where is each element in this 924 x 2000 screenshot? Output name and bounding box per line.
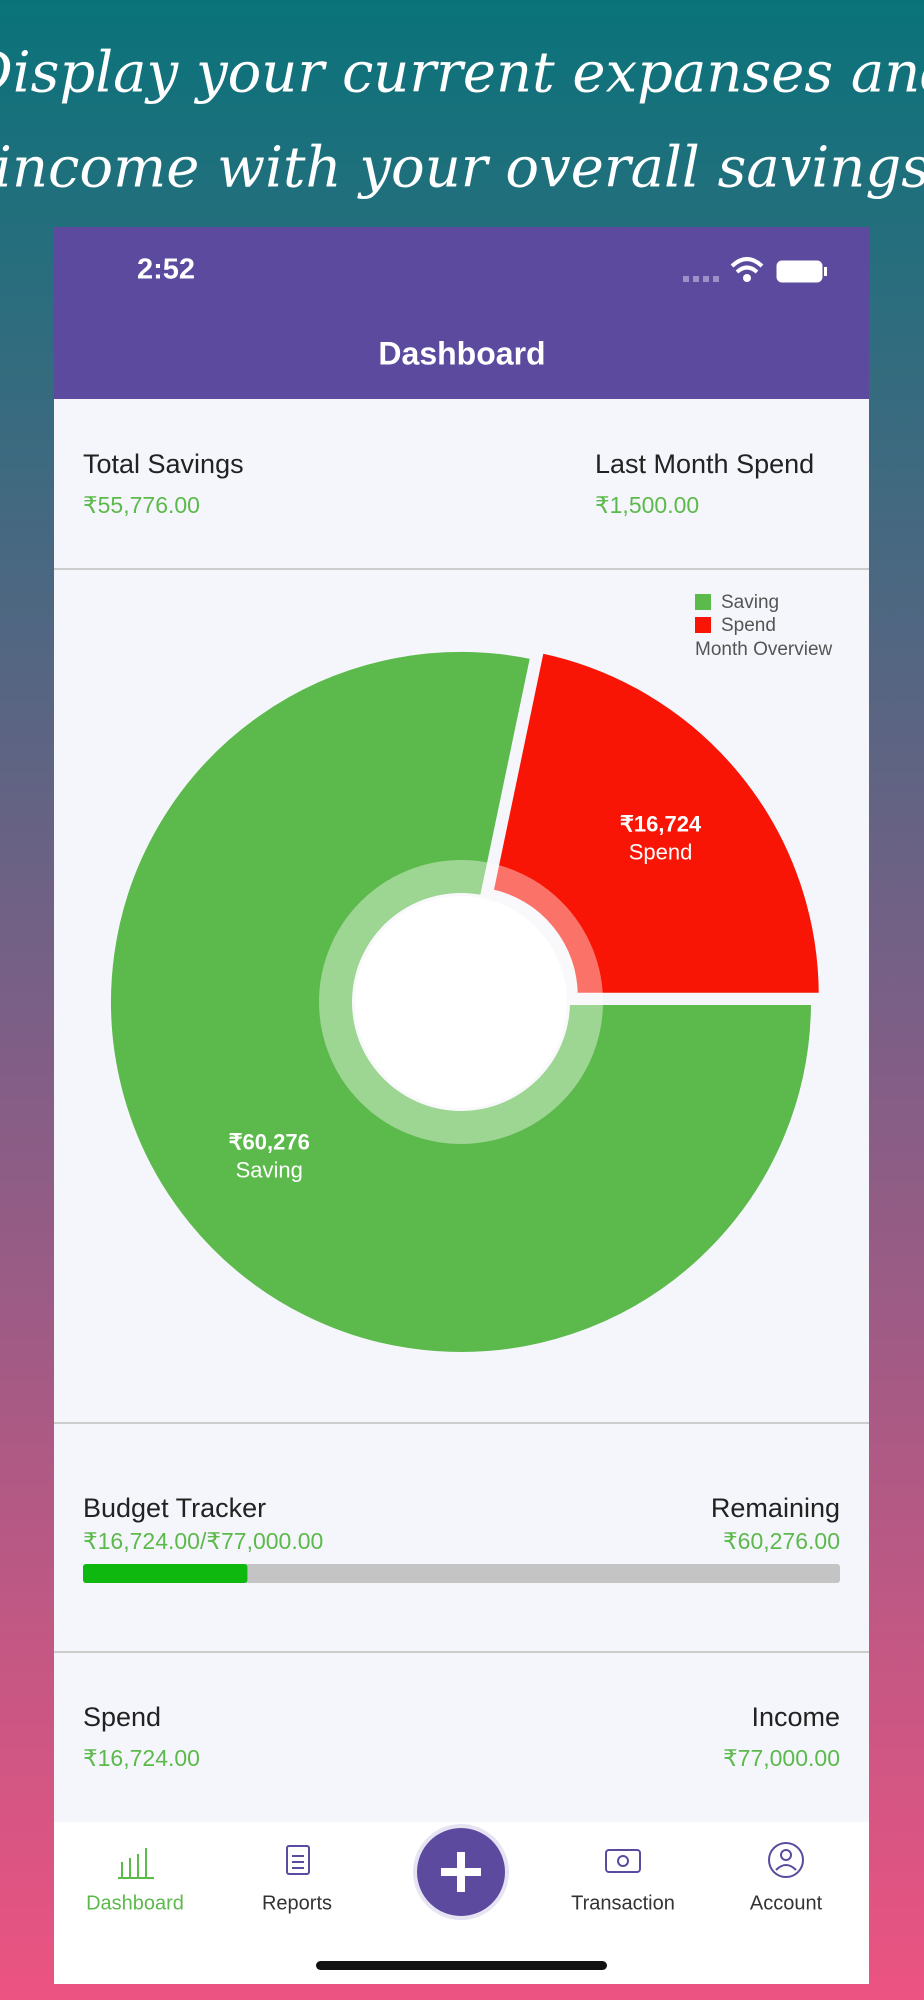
separator: / bbox=[200, 1528, 207, 1554]
tab-label: Transaction bbox=[571, 1892, 675, 1914]
pie-hole bbox=[355, 896, 567, 1108]
tab-label: Dashboard bbox=[86, 1892, 184, 1914]
slice-category-label: Saving bbox=[236, 1158, 303, 1183]
label: Last Month Spend bbox=[595, 449, 814, 479]
legend-label: Saving bbox=[721, 592, 779, 613]
tab-label: Account bbox=[750, 1892, 823, 1914]
value: ₹16,724.00/₹77,000.00 bbox=[83, 1528, 323, 1554]
headline: income with your overall savings bbox=[0, 136, 924, 201]
label: Total Savings bbox=[83, 449, 244, 479]
slice-value-label: ₹16,724 bbox=[620, 812, 702, 837]
slice-category-label: Spend bbox=[629, 840, 693, 865]
nav-bar bbox=[54, 227, 869, 399]
label: Income bbox=[751, 1702, 840, 1732]
value: ₹16,724.00 bbox=[83, 1745, 200, 1771]
battery-icon bbox=[776, 260, 823, 283]
value: ₹1,500.00 bbox=[595, 492, 699, 518]
tab-icon bbox=[286, 1845, 310, 1875]
progress-fill bbox=[83, 1564, 248, 1583]
tab-icon bbox=[768, 1842, 804, 1878]
label: Spend bbox=[83, 1702, 161, 1732]
legend-label: Spend bbox=[721, 615, 776, 636]
tab[interactable]: Reports bbox=[262, 1845, 332, 1914]
nav-title: Dashboard bbox=[378, 335, 545, 371]
spent: ₹16,724.00 bbox=[83, 1528, 200, 1554]
value: ₹55,776.00 bbox=[83, 492, 200, 518]
pie-chart: ₹60,276Saving₹16,724SpendSavingSpendMont… bbox=[105, 592, 833, 1358]
headline: Display your current expanses and bbox=[0, 41, 924, 106]
signal-icon bbox=[683, 276, 719, 282]
tab[interactable]: Dashboard bbox=[86, 1848, 184, 1914]
label: Remaining bbox=[711, 1493, 840, 1523]
label: Budget Tracker bbox=[83, 1493, 266, 1523]
chart-title: Month Overview bbox=[695, 639, 833, 660]
status-time: 2:52 bbox=[137, 254, 195, 286]
home-indicator bbox=[316, 1961, 607, 1970]
value: ₹77,000.00 bbox=[723, 1745, 840, 1771]
slice-value-label: ₹60,276 bbox=[229, 1130, 310, 1155]
tab-icon bbox=[118, 1848, 154, 1879]
pie-inner-ring bbox=[319, 860, 603, 1144]
wifi-icon bbox=[730, 257, 764, 274]
tab-icon bbox=[617, 1855, 629, 1867]
tab[interactable]: Transaction bbox=[571, 1849, 675, 1914]
battery-icon bbox=[824, 267, 827, 276]
legend-swatch bbox=[695, 617, 711, 633]
tab-icon bbox=[780, 1849, 792, 1861]
tab-label: Reports bbox=[262, 1892, 332, 1914]
add-button[interactable] bbox=[413, 1824, 509, 1920]
total: ₹77,000.00 bbox=[206, 1528, 323, 1554]
legend-swatch bbox=[695, 594, 711, 610]
tab-icon bbox=[775, 1864, 797, 1871]
wifi-icon bbox=[743, 274, 751, 282]
tab-icon bbox=[605, 1849, 641, 1873]
value: ₹60,276.00 bbox=[723, 1528, 840, 1554]
tab-icon bbox=[292, 1855, 304, 1869]
tab[interactable]: Account bbox=[750, 1842, 823, 1914]
add-icon bbox=[441, 1852, 481, 1892]
pie-slice bbox=[486, 646, 825, 999]
progress-track bbox=[83, 1564, 840, 1583]
